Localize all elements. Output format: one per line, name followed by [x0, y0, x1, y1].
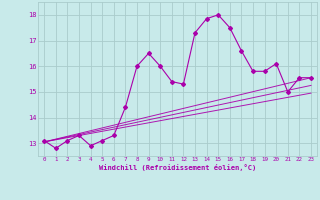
X-axis label: Windchill (Refroidissement éolien,°C): Windchill (Refroidissement éolien,°C) [99, 164, 256, 171]
